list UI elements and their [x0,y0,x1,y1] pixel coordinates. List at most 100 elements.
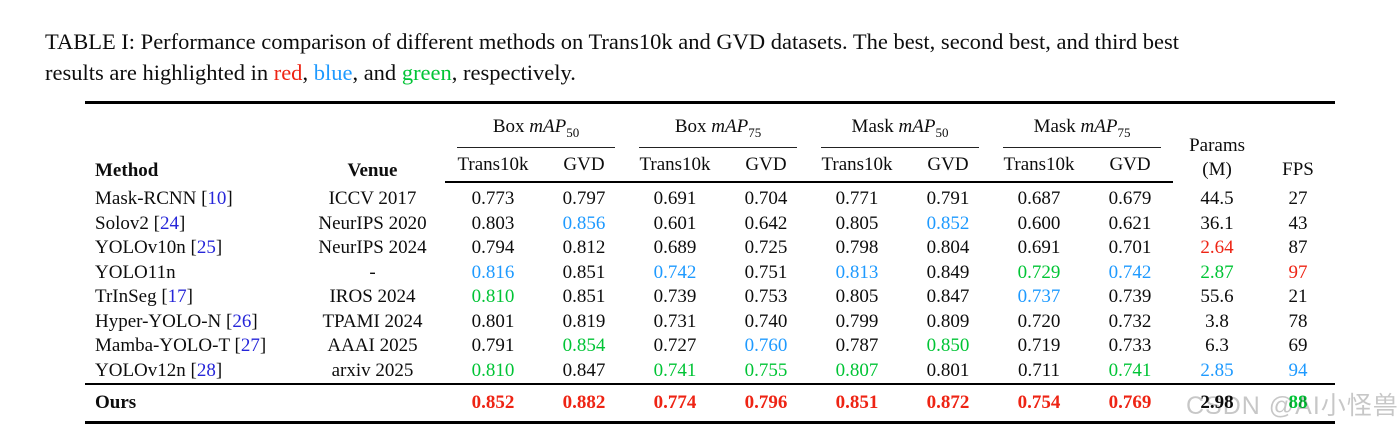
cell-method: Mask-RCNN [10] [85,182,300,212]
table-row-yolov10n: YOLOv10n [25] NeurIPS 2024 0.794 0.812 0.689… [85,236,1335,261]
cell-value-7: 0.701 [1108,237,1152,259]
cell-value-8: 55.6 [1200,286,1234,308]
caption-colorword-second: blue [313,60,353,85]
sub-header-trans10k-1-0: Trans10k [627,148,723,183]
cell-method: YOLOv12n [28] [85,358,300,385]
caption-line2-seg-2: , [302,60,314,85]
cell-value-3: 0.760 [744,335,788,357]
cell-value-8: 6.3 [1205,335,1229,357]
cell-method: YOLOv10n [25] [85,236,300,261]
cell-value-8: 2.85 [1173,358,1262,385]
cell-value-9: 69 [1288,335,1308,357]
cell-value-4: 0.771 [835,188,879,210]
cell-value-5: 0.847 [926,286,970,308]
cell-value-0: 0.801 [471,310,515,332]
sub-header-trans10k-2-0: Trans10k [809,148,905,183]
cell-value-8: 44.5 [1200,187,1234,209]
citation-link[interactable]: 10 [207,187,227,209]
table-caption: TABLE I: Performance comparison of diffe… [45,26,1380,88]
table-row-ours: Ours 0.852 0.882 0.774 0.796 0.851 0.872 0.754 0… [85,384,1336,424]
cell-value-6: 0.600 [1017,212,1061,234]
cell-venue: IROS 2024 [329,286,416,308]
group-header-box-map75: Box mAP75 [627,101,809,148]
cell-value-9: 21 [1288,286,1308,308]
cell-value-7: 0.742 [1108,261,1152,283]
cell-value-2: 0.727 [653,335,697,357]
citation-bracket: [ [221,310,233,332]
citation-link[interactable]: 26 [232,310,252,332]
method-name: TrInSeg [95,286,157,308]
cell-value-0: 0.816 [471,261,515,283]
cell-method: Mamba-YOLO-T [27] [85,334,300,359]
cell-value-5: 0.849 [926,261,970,283]
citation-bracket: [ [185,237,197,259]
cell-value-6: 0.737 [1017,286,1061,308]
cell-value-9: 78 [1288,310,1308,332]
cell-value-1: 0.851 [562,286,606,308]
sub-header-gvd-3-1: GVD [1087,148,1174,183]
citation-bracket: ] [178,212,186,234]
cell-value-5: 0.791 [926,188,970,210]
cell-ours-value-1: 0.882 [541,384,627,424]
caption-line2-seg-0: results are highlighted in [45,60,274,85]
cell-value-1: 0.851 [562,261,606,283]
caption-line2-seg-4: , and [352,60,402,85]
cell-value-6: 0.687 [1017,188,1061,210]
citation-link[interactable]: 17 [167,286,187,308]
cell-value-5: 0.804 [926,237,970,259]
params-label-line2: (M) [1202,159,1232,180]
citation-link[interactable]: 25 [196,237,216,259]
table-row-trinseg: TrInSeg [17] IROS 2024 0.810 0.851 0.739 0.75… [85,285,1335,310]
citation-bracket: ] [186,286,193,308]
performance-table: Method Venue Box mAP50 Box mAP75 Mask mAP50 M… [85,101,1336,424]
cell-value-7: 0.733 [1108,335,1152,357]
cell-value-2: 0.691 [653,188,697,210]
cell-ours-value-8: 2.98 [1173,384,1262,424]
cell-venue-ours [300,384,445,424]
cell-ours-value-4: 0.851 [809,384,905,424]
cell-ours-value-6: 0.754 [991,384,1088,424]
cell-method: TrInSeg [17] [85,285,300,310]
caption-line1-seg-0: TABLE I: Performance comparison of diffe… [45,29,1180,54]
cell-value-7: 0.741 [1087,358,1174,385]
cell-value-0: 0.810 [445,358,541,385]
citation-link[interactable]: 27 [240,335,260,357]
cell-value-7: 0.621 [1108,212,1152,234]
cell-value-5: 0.809 [926,310,970,332]
caption-line-2: results are highlighted in red, blue, an… [45,57,1380,88]
cell-value-0: 0.791 [471,335,515,357]
cell-value-8: 3.8 [1205,310,1229,332]
citation-bracket: ] [226,187,233,209]
performance-table-wrap: Method Venue Box mAP50 Box mAP75 Mask mAP50 M… [85,101,1336,424]
cell-value-8: 36.1 [1200,212,1234,234]
cell-value-9: 27 [1288,187,1308,209]
cell-value-2: 0.731 [653,310,697,332]
citation-link[interactable]: 24 [159,212,179,234]
cell-ours-value-3: 0.796 [723,384,809,424]
cell-value-3: 0.725 [744,237,788,259]
cell-value-1: 0.847 [541,358,627,385]
citation-link[interactable]: 28 [196,359,216,381]
citation-bracket: ] [215,237,223,259]
method-name: Hyper-YOLO-N [95,310,222,332]
cell-value-9: 94 [1261,358,1336,385]
cell-ours-value-0: 0.852 [445,384,541,424]
cell-value-6: 0.720 [1017,310,1061,332]
cell-venue: arxiv 2025 [300,358,445,385]
cell-value-7: 0.739 [1108,286,1152,308]
cell-value-0: 0.773 [471,188,515,210]
table-row-mamba-yolo-t: Mamba-YOLO-T [27] AAAI 2025 0.791 0.854 0.72… [85,334,1335,359]
table-row-yolo11n: YOLO11n - 0.816 0.851 0.742 0.751 0.813 0.849 0.… [85,261,1335,286]
method-name: YOLOv12n [95,359,186,381]
citation-bracket: ] [251,310,258,332]
cell-value-5: 0.850 [926,335,970,357]
cell-value-0: 0.803 [471,212,515,234]
method-name: Mamba-YOLO-T [95,335,230,357]
cell-venue: NeurIPS 2020 [318,212,427,234]
cell-venue: ICCV 2017 [328,187,417,209]
cell-method-ours: Ours [85,384,300,424]
caption-colorword-third: green [401,60,452,85]
cell-value-3: 0.642 [744,212,788,234]
cell-value-5: 0.801 [905,358,992,385]
cell-method: YOLO11n [85,261,300,286]
